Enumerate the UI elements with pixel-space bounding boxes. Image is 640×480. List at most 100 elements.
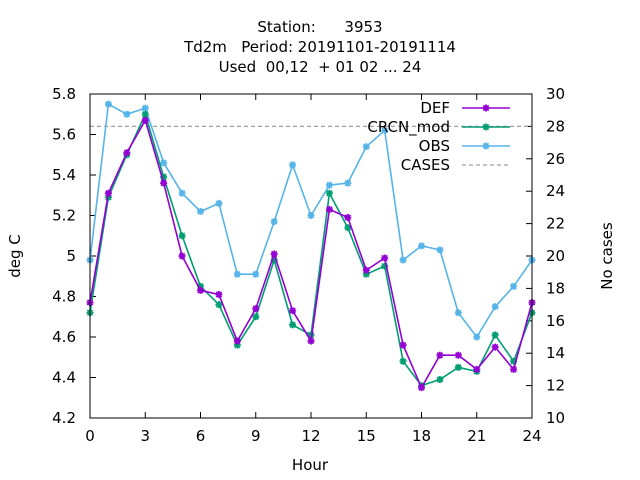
x-tick-label: 21 [467, 427, 486, 445]
series-obs-point [160, 159, 168, 167]
series-obs-point [178, 189, 186, 197]
legend-label-cases: CASES [401, 156, 450, 174]
y-axis-label: deg C [6, 234, 24, 278]
series-def-point [362, 266, 370, 274]
series-def-point [436, 351, 444, 359]
y2-tick-label: 22 [546, 215, 565, 233]
x-tick-label: 24 [522, 427, 541, 445]
series-obs-point [381, 126, 389, 134]
title-line-2: Td2m Period: 20191101-20191114 [183, 38, 456, 56]
series-def-point [123, 149, 131, 157]
series-def-point [270, 250, 278, 258]
y2-tick-label: 20 [546, 247, 565, 265]
series-def-point [381, 254, 389, 262]
series-crcn-mod-point [178, 232, 186, 240]
x-tick-label: 18 [412, 427, 431, 445]
y2-tick-label: 26 [546, 150, 565, 168]
series-def-point [418, 384, 425, 392]
series-obs-point [454, 309, 462, 317]
y-tick-label: 5.6 [52, 126, 76, 144]
series-obs-point [418, 242, 425, 250]
series-def-line [89, 118, 533, 390]
series-obs-point [473, 333, 481, 341]
series-crcn-mod-point [325, 189, 333, 197]
y-tick-label: 4.8 [52, 288, 76, 306]
series-obs-point [510, 282, 518, 290]
y-tick-label: 5.8 [52, 85, 76, 103]
series-def-point [197, 286, 204, 294]
series-def-point [510, 365, 518, 373]
series-def-point [454, 351, 462, 359]
series-def-point [325, 205, 333, 213]
y-tick-label: 5 [66, 247, 76, 265]
legend-label-def: DEF [420, 99, 450, 117]
y2-tick-label: 16 [546, 312, 565, 330]
x-tick-label: 9 [251, 427, 261, 445]
series-obs-point [289, 161, 297, 169]
y2-tick-label: 18 [546, 279, 565, 297]
series-obs-point [307, 212, 315, 219]
legend-marker-crcn-mod [482, 123, 490, 131]
legend-marker-obs [482, 142, 490, 150]
series-def-point [233, 337, 241, 345]
y2-axis-label: No cases [598, 222, 616, 290]
series-def-point [344, 214, 352, 222]
legend-marker-def [482, 104, 490, 112]
series-obs-point [123, 110, 131, 118]
series-crcn-mod-point [491, 331, 499, 339]
series-obs-point [436, 246, 444, 254]
series-def-point [307, 337, 315, 345]
series-def-point [178, 252, 186, 260]
series-obs-point [491, 303, 499, 311]
series-def-point [252, 305, 260, 313]
x-tick-label: 12 [301, 427, 320, 445]
x-tick-label: 15 [357, 427, 376, 445]
series-obs-point [399, 256, 407, 264]
series-obs-line [89, 102, 533, 339]
y2-tick-label: 12 [546, 377, 565, 395]
legend-label-crcn-mod: CRCN_mod [367, 118, 450, 137]
y2-tick-label: 10 [546, 409, 565, 427]
title-line-3: Used 00,12 + 01 02 ... 24 [219, 58, 422, 76]
y-tick-label: 4.2 [52, 409, 76, 427]
y2-tick-label: 28 [546, 117, 565, 135]
series-def-point [473, 365, 481, 373]
series-crcn-mod-point [454, 363, 462, 371]
series-obs-point [362, 143, 370, 151]
series-def-point [289, 307, 297, 315]
series-def-point [160, 179, 168, 187]
y-tick-label: 5.2 [52, 207, 76, 225]
y2-tick-label: 30 [546, 85, 565, 103]
series-def-point [215, 290, 223, 298]
series-obs-point [215, 199, 223, 207]
series-obs-point [104, 100, 112, 108]
x-tick-label: 3 [140, 427, 150, 445]
series-crcn-mod-point [436, 376, 444, 384]
y-tick-label: 4.6 [52, 328, 76, 346]
series-crcn-mod-point [344, 224, 352, 232]
y2-tick-label: 24 [546, 182, 565, 200]
series-crcn-mod-point [399, 357, 407, 365]
legend-label-obs: OBS [419, 137, 450, 155]
series-crcn-mod-point [252, 313, 260, 321]
x-tick-label: 0 [85, 427, 95, 445]
y2-tick-label: 14 [546, 344, 565, 362]
chart-title: Station: 3953 Td2m Period: 20191101-2019… [183, 18, 456, 76]
series-def-point [141, 116, 149, 124]
series-def-point [491, 343, 499, 351]
y-tick-label: 4.4 [52, 369, 76, 387]
series-obs-point [252, 270, 260, 278]
series-obs-point [344, 179, 352, 187]
series-obs-point [233, 270, 241, 278]
series-obs-point [270, 218, 278, 226]
series-obs-point [141, 104, 149, 112]
series-crcn-mod-line [89, 111, 533, 387]
series-def-point [399, 341, 407, 349]
series-crcn-mod-point [141, 110, 149, 118]
series-obs-point [197, 207, 204, 215]
x-tick-label: 6 [196, 427, 206, 445]
x-axis-label: Hour [292, 456, 329, 474]
